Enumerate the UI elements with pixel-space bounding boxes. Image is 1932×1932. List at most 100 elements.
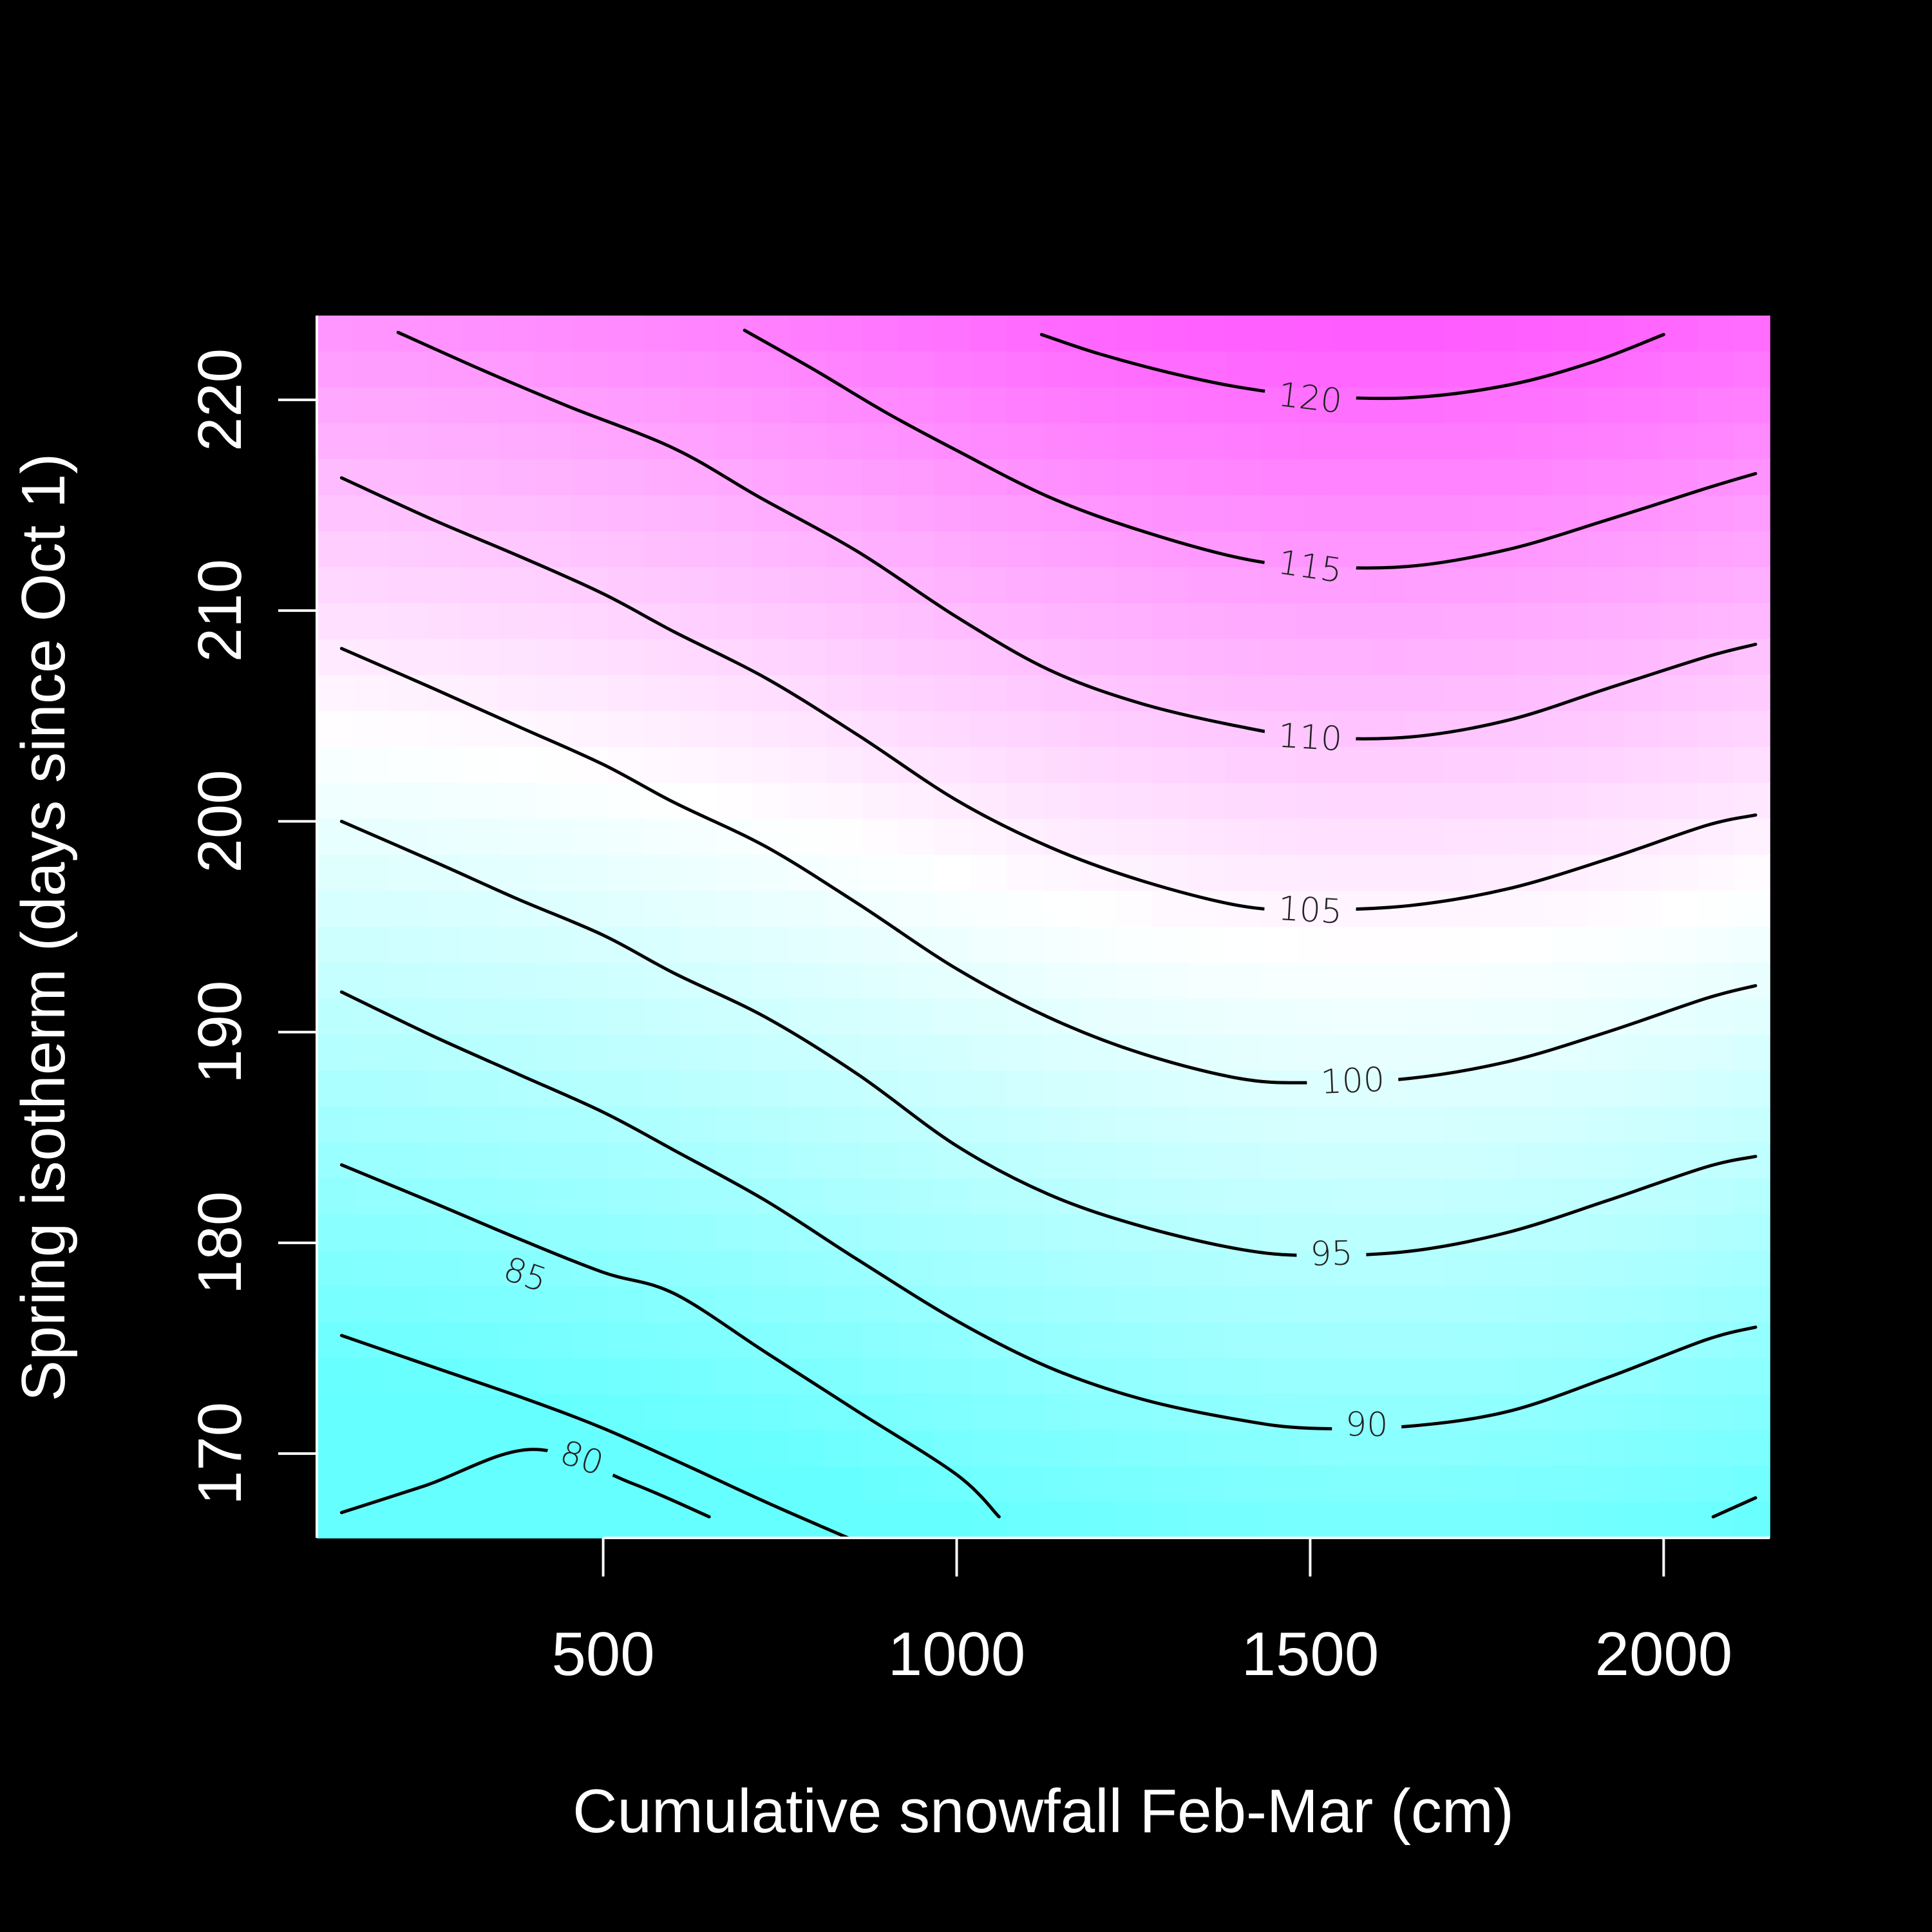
heatmap-cell	[571, 782, 608, 820]
heatmap-cell	[1443, 1106, 1480, 1143]
heatmap-cell	[898, 1106, 935, 1143]
heatmap-cell	[1624, 531, 1662, 568]
heatmap-cell	[789, 495, 826, 532]
heatmap-cell	[353, 1070, 390, 1107]
heatmap-cell	[1115, 1250, 1153, 1287]
heatmap-cell	[1479, 1358, 1516, 1395]
heatmap-cell	[462, 711, 499, 748]
heatmap-cell	[1406, 1250, 1444, 1287]
heatmap-cell	[498, 1142, 536, 1179]
heatmap-cell	[353, 387, 390, 424]
heatmap-cell	[498, 1178, 536, 1215]
heatmap-cell	[1261, 962, 1298, 999]
heatmap-cell	[571, 495, 608, 532]
heatmap-cell	[1515, 1070, 1553, 1107]
heatmap-cell	[1443, 782, 1480, 820]
heatmap-cell	[1297, 927, 1334, 963]
heatmap-cell	[1225, 962, 1262, 999]
heatmap-cell	[1588, 1502, 1625, 1539]
heatmap-cell	[1697, 387, 1734, 424]
heatmap-cell	[1443, 1250, 1480, 1287]
heatmap-cell	[1370, 531, 1407, 568]
heatmap-cell	[1588, 567, 1625, 604]
heatmap-cell	[643, 567, 681, 604]
heatmap-cell	[752, 1214, 790, 1251]
heatmap-cell	[1697, 351, 1734, 388]
heatmap-cell	[1188, 1250, 1226, 1287]
heatmap-cell	[825, 1322, 862, 1359]
heatmap-cell	[498, 316, 536, 352]
heatmap-cell	[862, 1106, 899, 1143]
heatmap-cell	[716, 891, 753, 927]
x-tick-label: 2000	[1595, 1620, 1733, 1689]
heatmap-cell	[426, 998, 463, 1036]
heatmap-cell	[1188, 423, 1226, 460]
heatmap-cell	[1079, 1394, 1117, 1431]
heatmap-cell	[1697, 1214, 1734, 1251]
heatmap-cell	[1188, 459, 1226, 496]
heatmap-cell	[862, 927, 899, 963]
heatmap-cell	[643, 459, 681, 496]
heatmap-cell	[789, 1394, 826, 1431]
heatmap-cell	[716, 998, 753, 1036]
heatmap-cell	[1733, 1178, 1770, 1215]
heatmap-cell	[1261, 1178, 1298, 1215]
heatmap-cell	[1115, 603, 1153, 640]
heatmap-cell	[1551, 495, 1589, 532]
heatmap-cell	[1370, 675, 1407, 712]
heatmap-cell	[1188, 387, 1226, 424]
heatmap-cell	[1334, 1070, 1371, 1107]
heatmap-cell	[1007, 567, 1044, 604]
heatmap-cell	[1370, 316, 1407, 352]
heatmap-cell	[898, 1214, 935, 1251]
heatmap-cell	[1588, 927, 1625, 963]
heatmap-cell	[1624, 387, 1662, 424]
heatmap-cell	[317, 1178, 354, 1215]
heatmap-cell	[498, 819, 536, 856]
heatmap-cell	[716, 1502, 753, 1539]
heatmap-cell	[752, 782, 790, 820]
heatmap-cell	[862, 1286, 899, 1323]
x-tick-label: 1000	[888, 1620, 1026, 1689]
heatmap-cell	[462, 1286, 499, 1323]
heatmap-cell	[789, 998, 826, 1036]
heatmap-cell	[1188, 1070, 1226, 1107]
heatmap-cell	[1588, 1466, 1625, 1502]
heatmap-cell	[1515, 1250, 1553, 1287]
heatmap-cell	[389, 1502, 426, 1539]
heatmap-cell	[789, 1466, 826, 1502]
heatmap-cell	[1115, 819, 1153, 856]
heatmap-cell	[1370, 1286, 1407, 1323]
heatmap-cell	[389, 316, 426, 352]
heatmap-cell	[1115, 459, 1153, 496]
heatmap-cell	[1551, 746, 1589, 784]
heatmap-cell	[825, 998, 862, 1036]
heatmap-cell	[680, 675, 717, 712]
heatmap-cell	[1370, 855, 1407, 891]
heatmap-cell	[535, 459, 572, 496]
heatmap-cell	[1079, 927, 1117, 963]
heatmap-cell	[1297, 387, 1334, 424]
heatmap-cell	[934, 459, 971, 496]
heatmap-cell	[1225, 1106, 1262, 1143]
heatmap-cell	[1733, 819, 1770, 856]
contour-line-90	[339, 1163, 1001, 1519]
heatmap-cell	[389, 962, 426, 999]
heatmap-cell	[1334, 531, 1371, 568]
heatmap-cell	[752, 1322, 790, 1359]
heatmap-cell	[716, 351, 753, 388]
heatmap-cell	[1225, 1250, 1262, 1287]
heatmap-cell	[716, 1070, 753, 1107]
heatmap-cell	[1007, 1502, 1044, 1539]
heatmap-cell	[1152, 1286, 1189, 1323]
heatmap-cell	[1660, 567, 1698, 604]
heatmap-cell	[1152, 1466, 1189, 1502]
heatmap-cell	[535, 495, 572, 532]
heatmap-cell	[571, 819, 608, 856]
heatmap-cell	[317, 639, 354, 676]
heatmap-cell	[1007, 1286, 1044, 1323]
heatmap-cell	[1334, 927, 1371, 963]
heatmap-cell	[1733, 782, 1770, 820]
heatmap-cell	[389, 1394, 426, 1431]
heatmap-cell	[498, 423, 536, 460]
